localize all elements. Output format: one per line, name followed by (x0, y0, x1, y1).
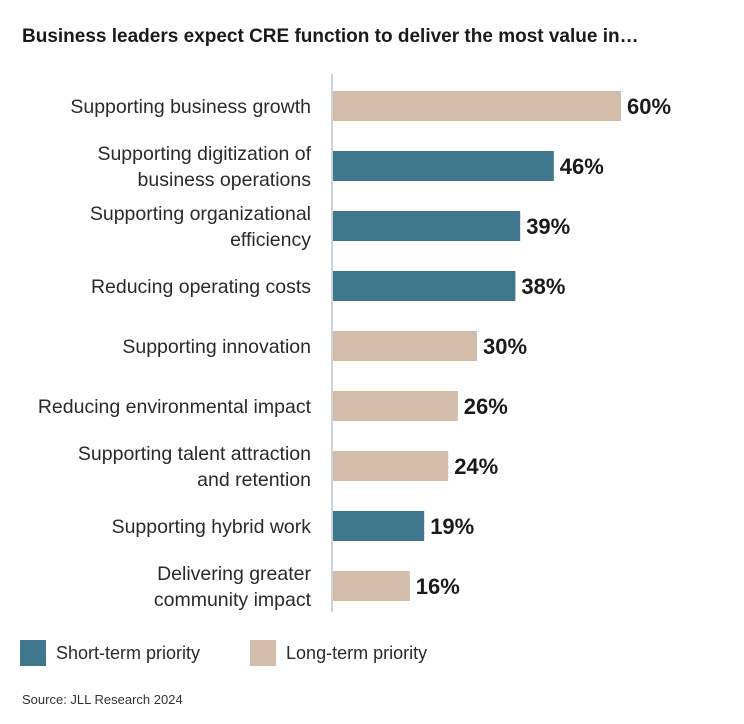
bar-6 (333, 451, 449, 481)
bar-7 (333, 511, 425, 541)
bar-8 (333, 571, 410, 601)
category-label-0: Supporting business growth (70, 96, 311, 118)
source-note: Source: JLL Research 2024 (22, 692, 183, 707)
category-label-3: Reducing operating costs (91, 276, 311, 298)
legend-swatch-long (250, 640, 277, 666)
category-label-line: and retention (197, 469, 311, 491)
value-label-5: 26% (464, 394, 508, 419)
legend: Short-term priority Long-term priority (20, 640, 477, 666)
category-label-line: Reducing environmental impact (38, 396, 312, 418)
bar-3 (333, 271, 516, 301)
category-label-line: Supporting talent attraction (78, 443, 311, 465)
category-label-6: Supporting talent attraction and retentio… (78, 443, 311, 491)
value-label-0: 60% (627, 94, 671, 119)
value-label-7: 19% (430, 514, 474, 539)
bar-1 (333, 151, 554, 181)
value-label-1: 46% (560, 154, 604, 179)
value-label-6: 24% (454, 454, 498, 479)
legend-label-long: Long-term priority (286, 642, 428, 663)
category-label-2: Supporting organizational efficiency (90, 203, 311, 251)
category-label-line: community impact (154, 589, 312, 611)
legend-item-short: Short-term priority (20, 640, 200, 666)
bar-4 (333, 331, 477, 361)
category-label-1: Supporting digitization of business opera… (97, 143, 311, 191)
bar-0 (333, 91, 621, 121)
category-label-line: Supporting hybrid work (112, 516, 312, 538)
category-label-line: business operations (138, 169, 312, 191)
category-label-line: efficiency (230, 229, 311, 251)
value-label-8: 16% (416, 574, 460, 599)
category-label-5: Reducing environmental impact (38, 396, 312, 418)
category-label-line: Delivering greater (157, 563, 311, 585)
category-label-7: Supporting hybrid work (112, 516, 312, 538)
category-label-line: Supporting organizational (90, 203, 311, 225)
value-label-4: 30% (483, 334, 527, 359)
bar-2 (333, 211, 521, 241)
legend-label-short: Short-term priority (56, 642, 201, 663)
category-label-line: Supporting digitization of (97, 143, 311, 165)
category-label-line: Supporting innovation (122, 336, 311, 358)
value-label-2: 39% (526, 214, 570, 239)
category-label-8: Delivering greater community impact (154, 563, 312, 611)
bar-5 (333, 391, 458, 421)
chart-title: Business leaders expect CRE function to … (22, 26, 639, 47)
value-label-3: 38% (521, 274, 565, 299)
legend-item-long: Long-term priority (250, 640, 427, 666)
category-label-4: Supporting innovation (122, 336, 311, 358)
category-label-line: Reducing operating costs (91, 276, 311, 298)
legend-swatch-short (20, 640, 46, 666)
category-label-line: Supporting business growth (70, 96, 311, 118)
